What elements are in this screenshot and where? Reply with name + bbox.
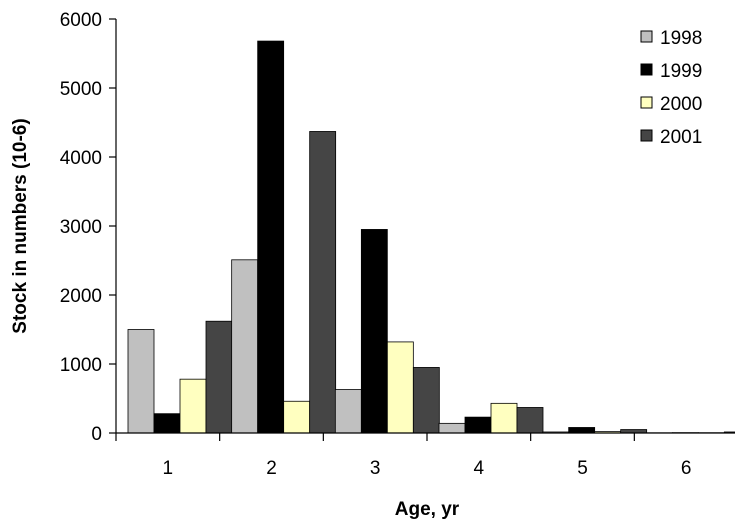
bar-2000-age-2: [283, 400, 311, 434]
bar-2000-age-1: [179, 378, 207, 434]
x-tick-label: 5: [577, 458, 588, 479]
bar-1999-age-3: [360, 229, 388, 434]
y-tick-label: 4000: [60, 148, 102, 169]
legend-label-2000: 2000: [660, 94, 702, 115]
bar-2000-age-3: [386, 341, 414, 434]
legend: 1998 1999 2000 2001: [640, 28, 702, 148]
y-tick-label: 3000: [60, 217, 102, 238]
bar-1999-age-5: [568, 427, 596, 434]
bar-2001-age-3: [412, 367, 440, 434]
x-tick-label: 2: [266, 458, 277, 479]
x-axis: 1 2 3 4 5 6: [115, 432, 735, 479]
bar-2000-age-4: [490, 402, 518, 434]
bars-layer: [127, 40, 735, 434]
y-tick-label: 0: [91, 424, 102, 445]
bar-1999-age-4: [464, 416, 492, 434]
y-axis-title: Stock in numbers (10-6): [10, 118, 31, 333]
bar-2001-age-1: [205, 320, 233, 434]
x-tick-label: 1: [163, 458, 174, 479]
bar-1998-age-2: [231, 259, 259, 434]
x-tick-label: 6: [681, 458, 692, 479]
bar-1999-age-1: [153, 413, 181, 434]
legend-swatch-2000: [640, 96, 653, 109]
legend-swatch-1998: [640, 30, 653, 43]
legend-swatch-2001: [640, 129, 653, 142]
bar-1999-age-2: [257, 40, 285, 434]
bar-2001-age-2: [309, 131, 337, 434]
bar-1998-age-3: [334, 389, 362, 434]
x-axis-title: Age, yr: [395, 499, 460, 520]
legend-label-1998: 1998: [660, 28, 702, 49]
bar-1998-age-1: [127, 329, 155, 434]
y-tick-label: 5000: [60, 79, 102, 100]
x-tick-label: 3: [370, 458, 381, 479]
legend-swatch-1999: [640, 63, 653, 76]
y-tick-label: 1000: [60, 355, 102, 376]
bar-1998-age-4: [438, 422, 466, 434]
legend-label-1999: 1999: [660, 61, 702, 82]
x-tick-label: 4: [474, 458, 485, 479]
y-axis: 0 1000 2000 3000 4000 5000 6000: [60, 10, 117, 445]
y-tick-label: 6000: [60, 10, 102, 31]
y-tick-label: 2000: [60, 286, 102, 307]
bar-2001-age-4: [516, 407, 544, 434]
legend-label-2001: 2001: [660, 127, 702, 148]
